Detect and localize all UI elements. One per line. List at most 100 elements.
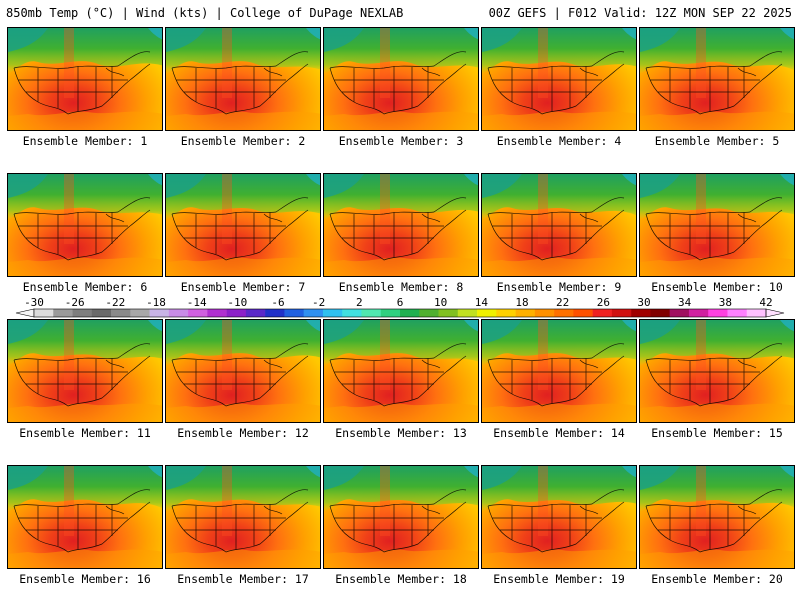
ensemble-member-label: Ensemble Member: 8: [338, 280, 464, 294]
colorbar-swatch: [130, 309, 150, 317]
ensemble-member-map: [323, 319, 479, 423]
colorbar-swatch: [265, 309, 285, 317]
colorbar-tick-label: 2: [356, 296, 363, 309]
ensemble-member-label: Ensemble Member: 7: [180, 280, 306, 294]
colorbar-tick-label: 18: [515, 296, 528, 309]
colorbar-tick-label: -22: [105, 296, 125, 309]
ensemble-member-label: Ensemble Member: 19: [493, 572, 625, 586]
colorbar-swatch: [342, 309, 362, 317]
colorbar-swatch: [188, 309, 208, 317]
colorbar-swatch: [688, 309, 709, 317]
temperature-colorbar: -30 -26 -22 -18 -14 -10 -6 -2 2 6 10 14 18 22 26 30 34 38…: [15, 296, 785, 318]
colorbar-swatch: [34, 309, 54, 317]
colorbar-swatch: [419, 309, 439, 317]
colorbar-swatch: [554, 309, 574, 317]
colorbar-swatch: [727, 309, 748, 317]
ensemble-member-label: Ensemble Member: 3: [338, 134, 464, 148]
ensemble-member-label: Ensemble Member: 17: [177, 572, 309, 586]
colorbar-swatch: [226, 309, 247, 317]
colorbar-swatch: [534, 309, 555, 317]
ensemble-member-label: Ensemble Member: 15: [651, 426, 783, 440]
colorbar-tick-label: -30: [24, 296, 44, 309]
colorbar-tick-label: -10: [227, 296, 247, 309]
colorbar-swatch: [477, 309, 497, 317]
ensemble-member-map: [481, 319, 637, 423]
ensemble-member-map: [639, 319, 795, 423]
colorbar-swatch: [611, 309, 632, 317]
colorbar-swatch: [496, 309, 516, 317]
ensemble-member-map: [481, 465, 637, 569]
ensemble-member-map: [639, 465, 795, 569]
colorbar-swatch: [207, 309, 227, 317]
colorbar-tick-label: -2: [312, 296, 325, 309]
ensemble-member-map: [7, 173, 163, 277]
ensemble-member-label: Ensemble Member: 13: [335, 426, 467, 440]
ensemble-member-map: [7, 27, 163, 131]
ensemble-member-map: [481, 173, 637, 277]
colorbar-swatch: [631, 309, 651, 317]
map-title: 850mb Temp (°C) | Wind (kts) | College o…: [6, 6, 404, 20]
ensemble-member-map: [165, 465, 321, 569]
ensemble-member-map: [165, 27, 321, 131]
colorbar-swatch: [592, 309, 613, 317]
ensemble-member-label: Ensemble Member: 16: [19, 572, 151, 586]
colorbar-swatch: [322, 309, 343, 317]
colorbar-swatch: [361, 309, 382, 317]
colorbar-swatch: [111, 309, 131, 317]
colorbar-tick-label: -6: [271, 296, 284, 309]
colorbar-swatch: [438, 309, 459, 317]
colorbar-swatch: [284, 309, 304, 317]
colorbar-tick-label: 10: [434, 296, 447, 309]
colorbar-tick-label: -18: [146, 296, 166, 309]
colorbar-swatch: [746, 309, 767, 317]
colorbar-swatch: [245, 309, 266, 317]
colorbar-swatch: [72, 309, 93, 317]
colorbar-tick-label: 42: [759, 296, 772, 309]
ensemble-member-label: Ensemble Member: 20: [651, 572, 783, 586]
colorbar-swatch: [91, 309, 112, 317]
ensemble-member-label: Ensemble Member: 9: [496, 280, 622, 294]
colorbar-outline: [33, 308, 767, 318]
ensemble-member-map: [481, 27, 637, 131]
colorbar-tick-label: 6: [397, 296, 404, 309]
ensemble-member-label: Ensemble Member: 18: [335, 572, 467, 586]
colorbar-swatch: [53, 309, 73, 317]
colorbar-swatch: [380, 309, 401, 317]
ensemble-member-label: Ensemble Member: 1: [22, 134, 148, 148]
colorbar-swatch: [400, 309, 420, 317]
colorbar-tick-label: 26: [597, 296, 610, 309]
ensemble-member-map: [165, 173, 321, 277]
colorbar-max-arrow: [765, 308, 785, 318]
ensemble-member-label: Ensemble Member: 2: [180, 134, 306, 148]
colorbar-tick-label: 38: [719, 296, 732, 309]
ensemble-member-map: [639, 27, 795, 131]
colorbar-tick-label: -14: [187, 296, 207, 309]
ensemble-member-label: Ensemble Member: 10: [651, 280, 783, 294]
ensemble-member-map: [7, 465, 163, 569]
colorbar-min-arrow: [15, 308, 35, 318]
ensemble-member-label: Ensemble Member: 6: [22, 280, 148, 294]
colorbar-swatch: [149, 309, 170, 317]
colorbar-swatch: [168, 309, 189, 317]
ensemble-member-label: Ensemble Member: 5: [654, 134, 780, 148]
ensemble-member-label: Ensemble Member: 14: [493, 426, 625, 440]
colorbar-swatch: [708, 309, 728, 317]
colorbar-tick-label: -26: [65, 296, 85, 309]
colorbar-swatch: [573, 309, 593, 317]
colorbar-tick-label: 22: [556, 296, 569, 309]
ensemble-member-map: [323, 27, 479, 131]
colorbar-swatch: [515, 309, 536, 317]
ensemble-member-map: [639, 173, 795, 277]
colorbar-swatch: [303, 309, 324, 317]
ensemble-member-map: [323, 173, 479, 277]
colorbar-tick-label: 34: [678, 296, 692, 309]
ensemble-member-map: [165, 319, 321, 423]
colorbar-tick-label: 30: [637, 296, 650, 309]
colorbar-tick-label: 14: [475, 296, 489, 309]
valid-time: 00Z GEFS | F012 Valid: 12Z MON SEP 22 20…: [488, 6, 792, 20]
ensemble-member-label: Ensemble Member: 11: [19, 426, 151, 440]
ensemble-member-label: Ensemble Member: 4: [496, 134, 622, 148]
ensemble-member-map: [7, 319, 163, 423]
colorbar-swatch: [650, 309, 670, 317]
colorbar-swatch: [457, 309, 478, 317]
